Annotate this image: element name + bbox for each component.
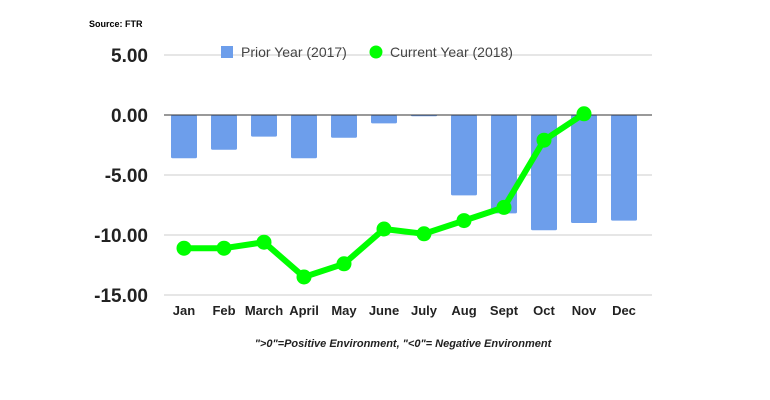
y-tick-label: 5.00 <box>111 46 148 67</box>
point-sept <box>496 199 512 215</box>
bar-sept <box>491 115 517 214</box>
x-tick-label: Aug <box>451 303 476 318</box>
legend-line-swatch <box>369 45 383 59</box>
legend-label-current-year: Current Year (2018) <box>390 44 513 60</box>
point-may <box>336 256 352 272</box>
bar-nov <box>571 115 597 223</box>
x-tick-label: Sept <box>490 303 519 318</box>
x-tick-label: April <box>289 303 319 318</box>
bar-april <box>291 115 317 159</box>
bar-feb <box>211 115 237 150</box>
x-tick-label: June <box>369 303 399 318</box>
point-july <box>416 226 432 242</box>
legend-label-prior-year: Prior Year (2017) <box>241 44 347 60</box>
bar-may <box>331 115 357 138</box>
chart-footnote: ">0"=Positive Environment, "<0"= Negativ… <box>254 338 552 350</box>
x-tick-label: Dec <box>612 303 636 318</box>
point-march <box>256 234 272 250</box>
y-tick-label: -15.00 <box>94 286 148 307</box>
x-tick-label: Jan <box>173 303 195 318</box>
bar-june <box>371 115 397 124</box>
point-jan <box>176 240 192 256</box>
point-aug <box>456 213 472 229</box>
line-current-year <box>184 111 586 280</box>
y-tick-label: 0.00 <box>111 106 148 127</box>
point-nov <box>576 106 592 122</box>
bar-dec <box>611 115 637 221</box>
bar-aug <box>451 115 477 196</box>
point-oct <box>536 132 552 148</box>
x-tick-label: May <box>331 303 357 318</box>
y-tick-label: -10.00 <box>94 226 148 247</box>
bar-jan <box>171 115 197 159</box>
x-tick-label: Nov <box>572 303 597 318</box>
point-april <box>296 269 312 285</box>
point-feb <box>216 240 232 256</box>
bar-march <box>251 115 277 137</box>
point-june <box>376 221 392 237</box>
x-tick-label: July <box>411 303 438 318</box>
legend-bar-swatch <box>221 46 233 58</box>
x-tick-label: March <box>245 303 283 318</box>
source-label: Source: FTR <box>89 19 143 29</box>
y-tick-label: -5.00 <box>105 166 148 187</box>
x-tick-label: Feb <box>212 303 235 318</box>
x-tick-label: Oct <box>533 303 555 318</box>
